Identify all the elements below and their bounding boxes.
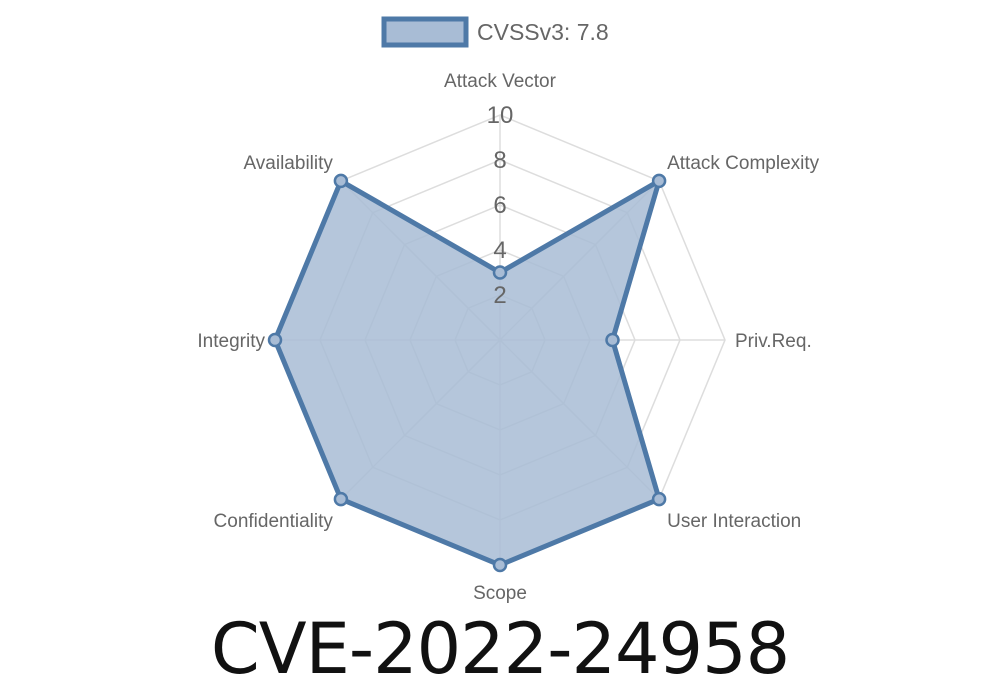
axis-label: Integrity — [197, 331, 265, 352]
axis-label: Attack Vector — [444, 71, 557, 92]
axis-label: Confidentiality — [214, 511, 334, 532]
tick-label: 4 — [493, 237, 506, 264]
data-point — [333, 491, 349, 507]
tick-label: 6 — [493, 192, 506, 219]
data-point — [333, 173, 349, 189]
data-point — [492, 265, 508, 280]
tick-label: 8 — [493, 147, 506, 174]
data-point — [651, 173, 667, 189]
legend-label: CVSSv3: 7.8 — [477, 19, 609, 45]
legend-swatch — [381, 16, 469, 48]
axis-label: User Interaction — [667, 511, 801, 532]
data-point — [605, 332, 620, 348]
chart-title: CVE-2022-24958 — [210, 608, 790, 690]
axis-label: Attack Complexity — [667, 153, 820, 174]
axis-label: Availability — [243, 153, 333, 174]
data-point — [492, 557, 508, 573]
axis-label: Scope — [473, 583, 527, 604]
tick-label: 2 — [493, 282, 506, 309]
data-point — [651, 491, 667, 507]
axis-label: Priv.Req. — [735, 331, 812, 352]
data-point — [267, 332, 283, 348]
data-area — [272, 175, 664, 568]
tick-label: 10 — [487, 102, 514, 129]
